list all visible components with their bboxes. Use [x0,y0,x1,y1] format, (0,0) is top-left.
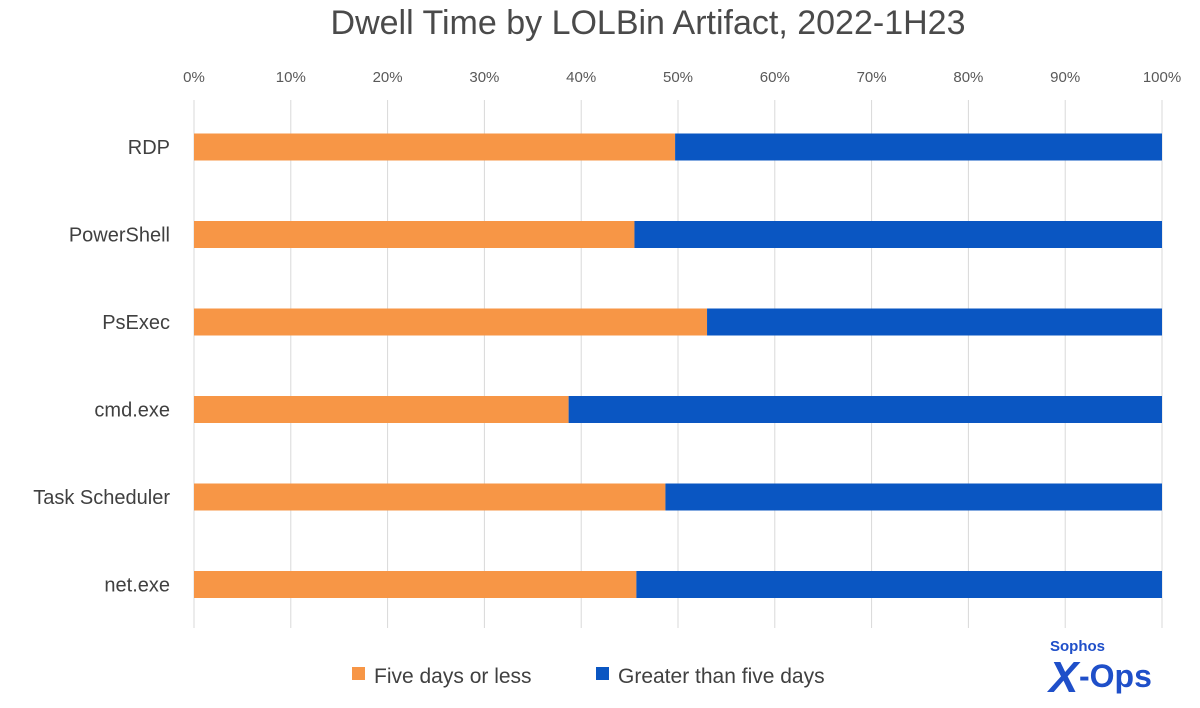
x-tick-label: 50% [663,69,693,86]
bar-five-days-or-less [194,221,635,248]
category-label: net.exe [104,575,170,597]
gridlines [193,100,1163,628]
bar-five-days-or-less [194,571,637,598]
bars [194,133,1162,598]
legend-label: Five days or less [374,665,532,688]
x-tick-label: 70% [857,69,887,86]
x-tick-label: 90% [1050,69,1080,86]
logo-mark: X [1046,653,1081,702]
legend: Five days or less Greater than five days [352,665,825,688]
category-label: cmd.exe [94,400,170,422]
category-label: PowerShell [69,225,170,247]
legend-swatch [352,667,365,680]
logo-top-text: Sophos [1050,638,1105,655]
x-tick-label: 20% [373,69,403,86]
chart-title: Dwell Time by LOLBin Artifact, 2022-1H23 [331,4,966,42]
x-tick-label: 80% [953,69,983,86]
category-label: Task Scheduler [33,487,170,509]
bar-greater-than-five-days [707,308,1162,336]
bar-greater-than-five-days [675,133,1162,161]
bar-greater-than-five-days [568,396,1162,423]
legend-swatch [596,667,609,680]
logo-suffix: -Ops [1079,658,1152,694]
x-tick-label: 40% [566,69,596,86]
bar-five-days-or-less [194,308,708,336]
bar-greater-than-five-days [636,571,1162,598]
category-label: PsExec [102,312,170,334]
bar-greater-than-five-days [634,221,1162,248]
bar-five-days-or-less [194,133,676,161]
sophos-xops-logo: Sophos X -Ops [1046,638,1152,702]
legend-label: Greater than five days [618,665,825,688]
x-tick-label: 60% [760,69,790,86]
category-label: RDP [128,137,170,159]
x-tick-label: 0% [183,69,205,86]
bar-five-days-or-less [194,396,569,423]
x-tick-label: 100% [1143,69,1181,86]
x-axis-ticks: 0% 10% 20% 30% 40% 50% 60% 70% 80% 90% 100% [183,69,1181,86]
bar-greater-than-five-days [665,483,1162,511]
x-tick-label: 30% [469,69,499,86]
category-labels: RDP PowerShell PsExec cmd.exe Task Scheduler… [33,137,170,597]
x-tick-label: 10% [276,69,306,86]
bar-five-days-or-less [194,483,666,511]
